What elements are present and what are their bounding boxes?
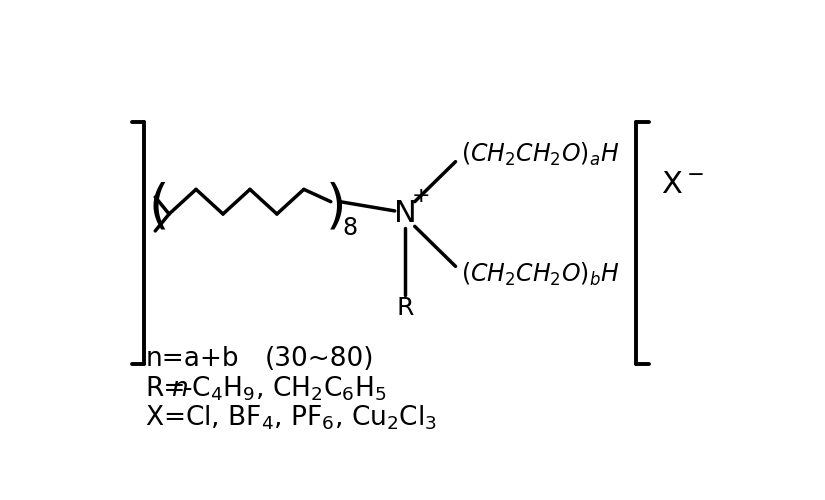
Text: X=Cl, BF$_4$, PF$_6$, Cu$_2$Cl$_3$: X=Cl, BF$_4$, PF$_6$, Cu$_2$Cl$_3$ bbox=[145, 404, 437, 432]
Text: R=: R= bbox=[145, 376, 186, 402]
Text: n=a+b: n=a+b bbox=[145, 346, 239, 372]
Text: 8: 8 bbox=[342, 216, 357, 240]
Text: $(CH_2CH_2O)_bH$: $(CH_2CH_2O)_bH$ bbox=[461, 260, 620, 287]
Text: $(CH_2CH_2O)_aH$: $(CH_2CH_2O)_aH$ bbox=[461, 140, 619, 168]
Text: X$^-$: X$^-$ bbox=[661, 170, 704, 199]
Text: -C$_4$H$_9$, CH$_2$C$_6$H$_5$: -C$_4$H$_9$, CH$_2$C$_6$H$_5$ bbox=[182, 374, 387, 403]
Text: (30~80): (30~80) bbox=[265, 346, 374, 372]
Text: $\it{n}$: $\it{n}$ bbox=[171, 376, 187, 402]
Text: N: N bbox=[394, 200, 417, 228]
Text: ): ) bbox=[326, 182, 346, 234]
Text: +: + bbox=[412, 186, 430, 206]
Text: R: R bbox=[397, 296, 414, 320]
Text: (: ( bbox=[148, 182, 169, 234]
